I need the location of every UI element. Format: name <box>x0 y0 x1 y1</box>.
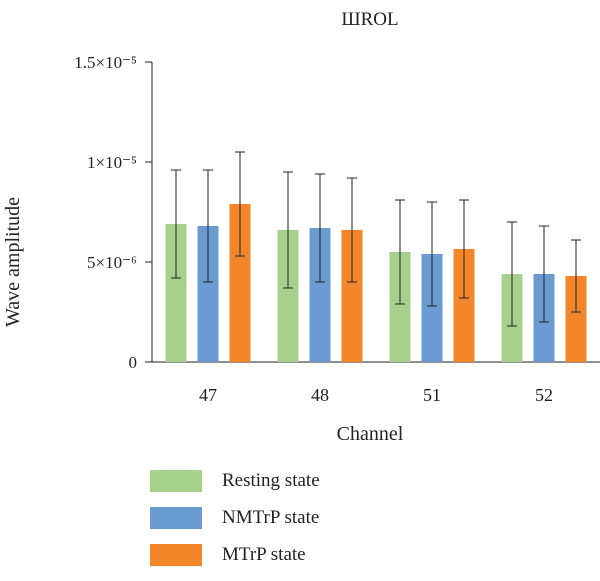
bar <box>421 254 443 362</box>
y-tick-label: 1×10⁻⁵ <box>87 153 137 172</box>
x-tick-label: 52 <box>535 385 553 405</box>
legend-label-mtrp: MTrP state <box>222 544 306 565</box>
y-axis-label: Wave amplitude <box>2 197 24 327</box>
bar <box>565 276 587 362</box>
axes <box>151 62 600 363</box>
bars <box>165 204 587 362</box>
error-bars <box>171 151 581 327</box>
x-axis-ticks: 47 48 51 52 <box>199 385 553 405</box>
legend-label-nmtrp: NMTrP state <box>222 507 320 528</box>
legend-label-resting: Resting state <box>222 470 320 491</box>
bar-chart: ШROL 0 5×10⁻⁶ 1×10⁻⁵ 1.5×10⁻⁵ 47 48 51 52 Wave… <box>2 9 600 445</box>
y-axis-ticks: 0 5×10⁻⁶ 1×10⁻⁵ 1.5×10⁻⁵ <box>74 53 152 372</box>
legend: Resting state NMTrP state MTrP state <box>150 470 320 581</box>
legend-item-nmtrp: NMTrP state <box>150 507 320 529</box>
legend-item-resting: Resting state <box>150 470 320 492</box>
bar <box>341 230 363 362</box>
chart-title: ШROL <box>341 9 398 30</box>
bar <box>453 249 475 362</box>
bar <box>197 226 219 362</box>
bar <box>229 204 251 362</box>
legend-swatch-mtrp <box>150 544 202 566</box>
y-tick-label: 1.5×10⁻⁵ <box>74 53 137 72</box>
bar <box>277 230 299 362</box>
bar <box>389 252 411 362</box>
bar <box>165 224 187 362</box>
legend-swatch-nmtrp <box>150 507 202 529</box>
x-tick-label: 47 <box>199 385 217 405</box>
y-tick-label: 0 <box>129 353 138 372</box>
x-tick-label: 48 <box>311 385 329 405</box>
x-tick-label: 51 <box>423 385 441 405</box>
legend-swatch-resting <box>150 470 202 492</box>
y-tick-label: 5×10⁻⁶ <box>87 253 137 272</box>
legend-item-mtrp: MTrP state <box>150 544 320 566</box>
bar <box>309 228 331 362</box>
x-axis-label: Channel <box>337 423 404 445</box>
